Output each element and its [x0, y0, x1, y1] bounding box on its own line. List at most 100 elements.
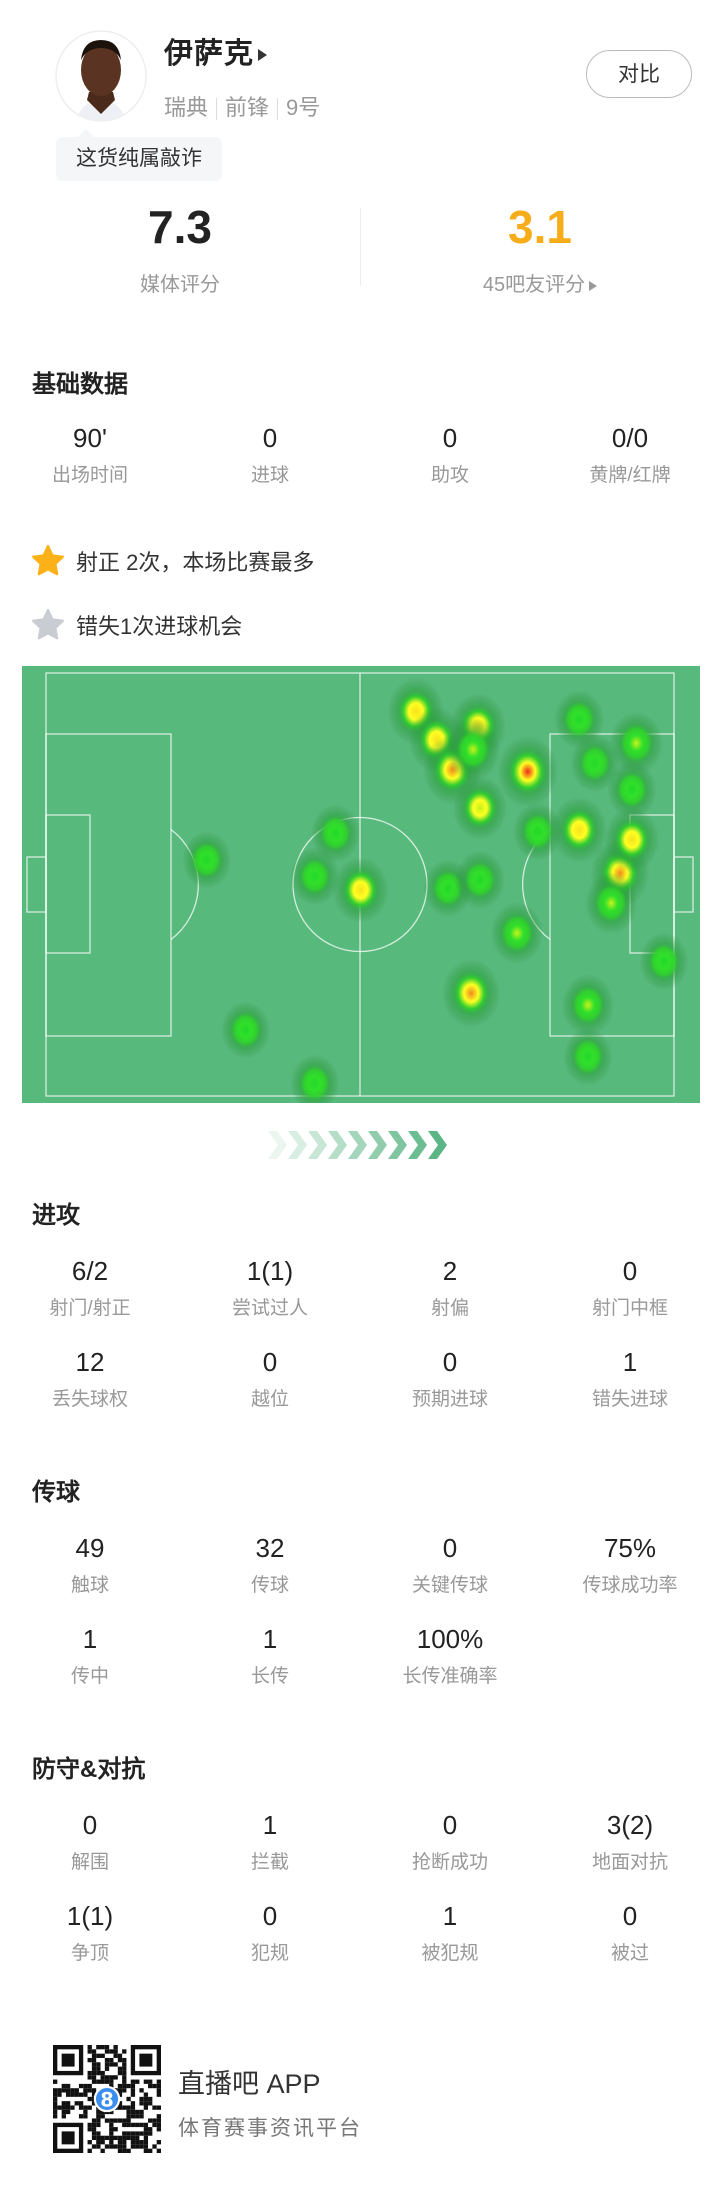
stat-value: 100% [416, 1624, 484, 1654]
chevron-right-icon [428, 1131, 447, 1159]
stat-value: 0 [442, 1810, 458, 1840]
section-title: 进攻 [32, 1202, 80, 1229]
heatmap-point [607, 760, 657, 819]
heatmap-point [554, 690, 605, 750]
stat-label: 传球 [250, 1575, 289, 1596]
player-position: 前锋 [225, 95, 270, 120]
heatmap-point [584, 872, 638, 935]
stat-value: 1 [262, 1810, 278, 1840]
stat-label: 被犯规 [421, 1943, 479, 1964]
heatmap-point [290, 1054, 340, 1103]
qr-code[interactable]: 8 [53, 2045, 161, 2153]
heatmap-point [563, 1027, 613, 1086]
highlight-item: 射正 2次，本场比赛最多 [30, 543, 314, 579]
player-name-text: 伊萨克 [164, 38, 255, 70]
stat-item: 6/2 射门/射正 [0, 1255, 180, 1320]
stat-item: 1 拦截 [180, 1809, 360, 1874]
heatmap-layer [182, 677, 689, 1103]
stat-item: 0 犯规 [180, 1900, 360, 1965]
stat-value: 32 [255, 1533, 285, 1563]
stat-item: 90' 出场时间 [0, 422, 180, 487]
fan-rating-value: 3.1 [508, 201, 572, 253]
stat-value: 1(1) [66, 1901, 114, 1931]
stat-item: 2 射偏 [360, 1255, 540, 1320]
heatmap-point [441, 958, 501, 1028]
fan-rating-label: 45吧友评分 [360, 268, 720, 297]
stat-item: 0 越位 [180, 1346, 360, 1411]
player-name[interactable]: 伊萨克 [164, 30, 268, 72]
stat-label: 被过 [610, 1943, 649, 1964]
fan-rating[interactable]: 3.1 45吧友评分 [360, 200, 720, 297]
stat-value: 1(1) [246, 1256, 294, 1286]
stat-label: 丢失球权 [51, 1389, 128, 1410]
stat-value: 12 [75, 1347, 105, 1377]
stat-item: 0 射门中框 [540, 1255, 720, 1320]
media-rating-label: 媒体评分 [140, 274, 220, 296]
player-avatar[interactable] [55, 30, 147, 122]
stat-item: 49 触球 [0, 1532, 180, 1597]
stat-item: 0 进球 [180, 422, 360, 487]
stat-label: 解围 [70, 1852, 109, 1873]
stat-value: 0 [442, 1533, 458, 1563]
stat-item: 0 关键传球 [360, 1532, 540, 1597]
stat-item: 32 传球 [180, 1532, 360, 1597]
app-logo-icon [93, 2085, 121, 2113]
media-rating: 7.3 媒体评分 [0, 200, 360, 297]
stat-label: 越位 [250, 1389, 289, 1410]
stat-item: 1(1) 争顶 [0, 1900, 180, 1965]
star-gray-icon [32, 608, 64, 640]
stat-item: 75% 传球成功率 [540, 1532, 720, 1597]
heatmap-point [513, 802, 563, 861]
highlight-text: 射正 2次，本场比赛最多 [76, 550, 315, 575]
basic-stats: 90' 出场时间 0 进球 0 助攻 0/0 黄牌/红牌 [0, 422, 720, 492]
stat-label: 黄牌/红牌 [589, 465, 671, 486]
stat-item: 1 被犯规 [360, 1900, 540, 1965]
stat-value: 0/0 [611, 423, 649, 453]
stat-label: 射门中框 [591, 1298, 668, 1319]
stat-item: 1 错失进球 [540, 1346, 720, 1411]
stat-value: 1 [82, 1624, 98, 1654]
stat-label: 错失进球 [591, 1389, 668, 1410]
stat-item: 1(1) 尝试过人 [180, 1255, 360, 1320]
divider [216, 98, 218, 121]
stat-value: 0 [622, 1901, 638, 1931]
stat-label: 长传准确率 [402, 1666, 498, 1687]
heatmap-point [182, 830, 232, 889]
stat-label: 地面对抗 [591, 1852, 668, 1873]
heatmap-pitch [22, 666, 700, 1103]
stat-label: 犯规 [250, 1943, 289, 1964]
divider [277, 98, 279, 121]
chevron-right-icon [408, 1131, 427, 1159]
player-meta: 瑞典 前锋 9号 [164, 90, 320, 122]
heatmap-point [290, 847, 340, 906]
chevron-right-icon [288, 1131, 307, 1159]
chevron-right-icon [368, 1131, 387, 1159]
compare-button[interactable]: 对比 [586, 50, 692, 98]
heatmap-point [490, 902, 544, 965]
stat-item: 100% 长传准确率 [360, 1623, 540, 1688]
play-arrow-icon [589, 280, 598, 291]
stat-label: 出场时间 [51, 465, 128, 486]
heatmap-point [497, 735, 559, 808]
stat-item: 1 传中 [0, 1623, 180, 1688]
heatmap-point [332, 856, 389, 924]
chevron-right-icon [268, 1131, 287, 1159]
stat-value: 2 [442, 1256, 458, 1286]
heatmap-point [310, 804, 361, 863]
heatmap-point [561, 974, 615, 1037]
stat-label: 传球成功率 [582, 1575, 678, 1596]
stat-value: 1 [262, 1624, 278, 1654]
stat-value: 3(2) [606, 1810, 654, 1840]
heatmap-point [604, 807, 660, 873]
stat-label: 助攻 [430, 465, 469, 486]
attack-direction-arrows [268, 1131, 448, 1159]
stat-label: 进球 [250, 465, 289, 486]
stat-value: 0 [82, 1810, 98, 1840]
heatmap-point [639, 932, 689, 991]
player-number: 9号 [286, 95, 321, 120]
heatmap-point [452, 775, 508, 841]
stat-label: 传中 [70, 1666, 109, 1687]
stat-value: 49 [75, 1533, 105, 1563]
player-country: 瑞典 [164, 95, 209, 120]
stat-label: 射偏 [430, 1298, 469, 1319]
